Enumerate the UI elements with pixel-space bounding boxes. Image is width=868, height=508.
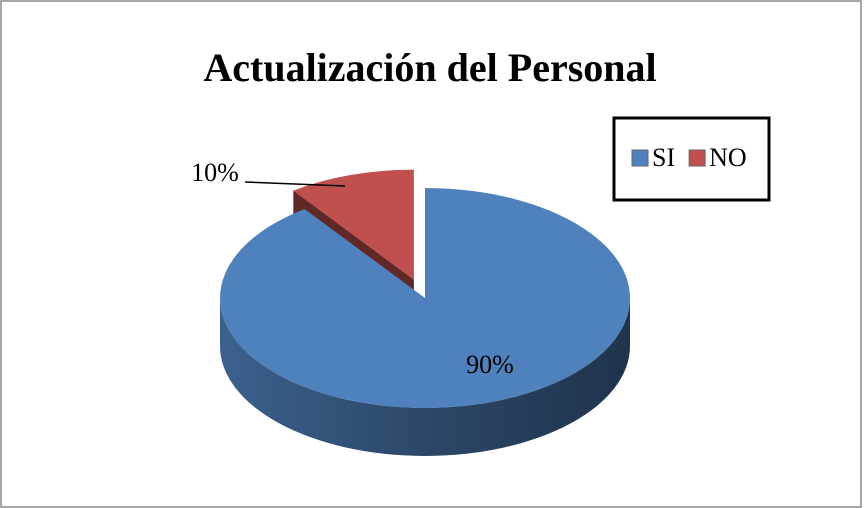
legend-swatch — [631, 149, 649, 167]
legend-label: NO — [709, 143, 747, 172]
legend: SI NO — [631, 143, 747, 172]
pie: 10% 90% — [191, 158, 631, 456]
legend-label: SI — [652, 143, 675, 172]
slice-wall-shade — [220, 298, 630, 456]
leader-line — [244, 181, 346, 187]
legend-swatch — [688, 149, 706, 167]
slice — [220, 188, 631, 409]
slice — [293, 169, 414, 280]
data-label: 90% — [466, 350, 514, 379]
data-label: 10% — [191, 158, 239, 187]
chart-title: Actualización del Personal — [203, 45, 656, 90]
